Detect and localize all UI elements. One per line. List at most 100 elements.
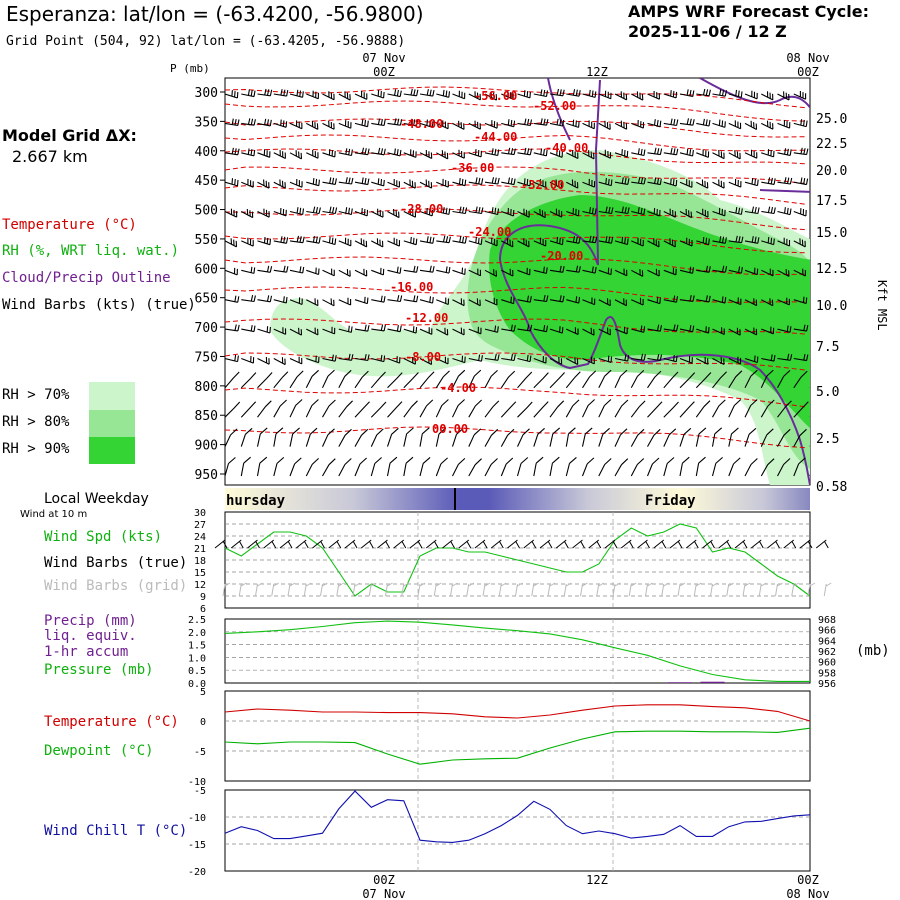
wind-barb — [533, 179, 547, 188]
pressure-tick-label: 958 — [818, 668, 836, 679]
wind-barb — [631, 237, 644, 247]
wind-barb — [679, 179, 693, 188]
wind-barb — [484, 207, 500, 216]
wind-barb — [728, 178, 742, 188]
wind-barb — [484, 325, 499, 333]
wind-barb — [549, 295, 565, 303]
wind-barb — [468, 298, 481, 307]
wind-barb — [419, 149, 433, 159]
y-tick-label: -15 — [188, 840, 206, 851]
wind-barb — [777, 353, 793, 361]
wind-barb-true — [669, 539, 683, 549]
wind-barb — [517, 147, 533, 156]
rh-90-swatch — [89, 437, 135, 464]
wind-barb — [647, 177, 662, 186]
wind-barb — [809, 182, 810, 183]
wind-barb — [517, 118, 533, 127]
wind-barb — [370, 401, 387, 418]
wind-barb-grid — [433, 582, 442, 597]
pressure-tick-label: 956 — [818, 679, 836, 690]
wind-barb-true — [718, 539, 732, 549]
model-grid-value: 2.667 km — [12, 147, 88, 166]
wind-barb — [354, 238, 368, 248]
isotherm-line — [225, 256, 806, 275]
y-tick-label: 12 — [194, 580, 206, 591]
wind-barb — [647, 119, 662, 128]
wind-barb — [647, 428, 661, 447]
wind-barb — [777, 458, 791, 477]
wind-barb — [403, 326, 418, 334]
wind-barb — [354, 207, 369, 217]
wind-barb — [598, 399, 612, 418]
wind-barb — [501, 268, 514, 277]
wind-barb-true — [685, 539, 699, 549]
forecast-cycle-label: AMPS WRF Forecast Cycle: — [628, 2, 870, 21]
wind-barb — [468, 369, 482, 389]
wind-barb — [452, 457, 466, 477]
wind-barb — [371, 178, 385, 187]
wind-barb — [371, 267, 385, 276]
wind-barb — [728, 89, 743, 98]
wind-barb — [273, 207, 287, 217]
wind-barb-true — [360, 539, 374, 549]
wind-barb — [712, 371, 727, 389]
y-tick-label: 5 — [200, 687, 206, 698]
isotherm-label: -40.00 — [545, 141, 588, 155]
wind-barb — [647, 268, 660, 277]
wind-barb — [436, 327, 449, 336]
wind-barb — [711, 427, 723, 447]
wind-barb — [468, 458, 482, 477]
isotherm-label: -24.00 — [468, 225, 511, 239]
wind-barb — [452, 236, 467, 244]
isotherm-label: -8.00 — [405, 350, 441, 364]
wind-barb — [777, 428, 791, 447]
wind-barb — [777, 269, 790, 277]
wind-barb — [289, 120, 303, 130]
wind-barb — [435, 427, 447, 447]
panel-frame — [224, 690, 811, 782]
wind-barb — [240, 401, 257, 418]
wind-barb-true — [458, 539, 472, 549]
pressure-tick-label: 750 — [195, 350, 218, 365]
wind-barb — [484, 400, 500, 418]
wind-barb — [419, 427, 430, 447]
wind-barb — [566, 236, 581, 244]
bottom-date-1: 07 Nov — [362, 887, 405, 900]
pressure-tick-label: 964 — [818, 636, 836, 647]
wind-barb — [468, 177, 484, 185]
y-tick-label: 30 — [194, 508, 206, 519]
wind-barb — [273, 399, 287, 418]
dewpoint-label: Dewpoint (°C) — [44, 743, 154, 759]
wind-barb — [549, 265, 565, 273]
wind-barb — [728, 370, 743, 389]
wind-barb — [679, 356, 693, 364]
precip-accum-label: 1-hr accum — [44, 644, 129, 660]
wind-barb — [322, 298, 335, 307]
wind-barb — [614, 354, 630, 362]
wind-barb — [566, 265, 581, 273]
wind-barb — [338, 458, 352, 477]
wind-barb — [484, 177, 500, 185]
wind-barb — [240, 456, 251, 477]
wind-barb — [436, 89, 451, 98]
wind-barb — [354, 268, 368, 277]
wind-barb — [452, 206, 468, 215]
wind-barb — [338, 269, 351, 277]
y-tick-label: 0 — [200, 717, 206, 728]
wind-barb — [468, 206, 484, 215]
wind-barb — [370, 428, 384, 447]
bottom-00z-1: 00Z — [373, 873, 395, 887]
wind-barb — [273, 357, 286, 366]
wind-barb — [338, 120, 352, 129]
wind-barb-true — [279, 539, 293, 549]
wind-barb — [728, 235, 744, 244]
wind-barb-grid — [385, 582, 393, 597]
pressure-tick-label: 600 — [195, 262, 218, 277]
wind-barb — [549, 236, 564, 246]
precip-bar — [700, 681, 725, 683]
wind-barb — [273, 296, 288, 304]
wind-barb — [305, 399, 319, 418]
pressure-line — [224, 620, 810, 682]
wind-barb — [761, 326, 775, 335]
wind-barb — [338, 297, 352, 306]
